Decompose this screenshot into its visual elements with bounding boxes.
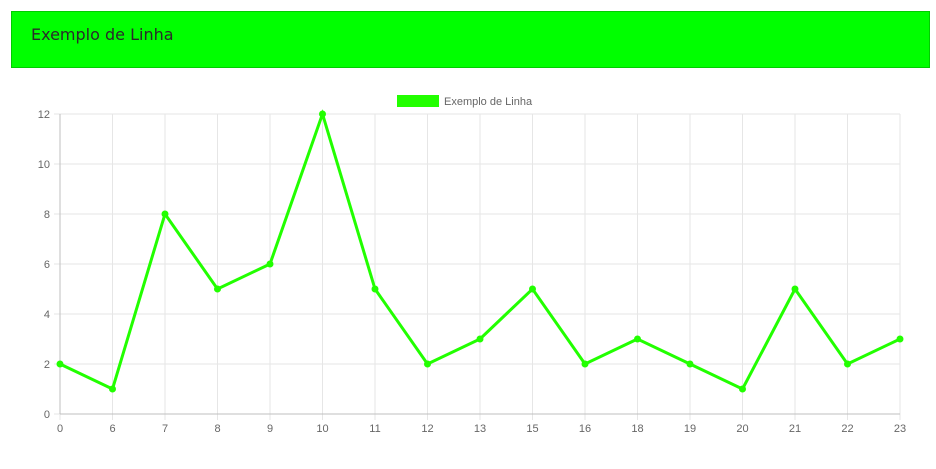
x-tick-label: 20 xyxy=(736,423,748,435)
y-tick-label: 2 xyxy=(44,359,50,371)
data-point[interactable] xyxy=(424,360,431,368)
x-tick-label: 0 xyxy=(57,423,63,435)
y-tick-label: 0 xyxy=(44,409,50,421)
legend[interactable]: Exemplo de Linha xyxy=(397,95,533,108)
x-tick-label: 18 xyxy=(631,423,643,435)
data-point[interactable] xyxy=(476,335,484,343)
data-point[interactable] xyxy=(634,335,641,343)
x-tick-label: 7 xyxy=(162,423,168,435)
data-point[interactable] xyxy=(844,360,851,368)
x-tick-label: 9 xyxy=(267,423,273,435)
x-tick-label: 16 xyxy=(579,423,591,435)
y-tick-label: 8 xyxy=(44,209,50,221)
x-tick-label: 11 xyxy=(369,423,380,435)
page-header: Exemplo de Linha xyxy=(11,11,930,68)
x-tick-label: 12 xyxy=(421,423,433,435)
data-point[interactable] xyxy=(791,285,799,293)
y-tick-label: 6 xyxy=(44,259,50,271)
x-tick-label: 8 xyxy=(214,423,220,435)
y-tick-label: 4 xyxy=(44,309,50,321)
legend-swatch[interactable] xyxy=(397,95,439,107)
data-point[interactable] xyxy=(161,210,169,218)
data-point[interactable] xyxy=(739,385,746,393)
x-tick-label: 21 xyxy=(789,423,801,435)
data-point[interactable] xyxy=(686,360,694,368)
data-point[interactable] xyxy=(214,285,221,293)
axes: 0 2 4 6 8 10 12 0 6 7 8 9 10 11 12 13 15 16 18 19 20 21 22 23 xyxy=(38,109,906,435)
y-tick-label: 12 xyxy=(38,109,50,121)
x-tick-label: 22 xyxy=(841,423,853,435)
x-tick-label: 19 xyxy=(684,423,696,435)
line-chart: 0 2 4 6 8 10 12 0 6 7 8 9 10 11 12 13 15 16 18 19 20 21 22 23 E… xyxy=(38,95,906,435)
data-point[interactable] xyxy=(371,285,379,293)
x-tick-label: 6 xyxy=(109,423,115,435)
data-point[interactable] xyxy=(56,360,64,368)
data-point[interactable] xyxy=(896,335,904,343)
x-tick-label: 15 xyxy=(526,423,538,435)
data-point[interactable] xyxy=(581,360,589,368)
series-layer xyxy=(56,109,904,393)
x-tick-label: 10 xyxy=(316,423,328,435)
y-tick-label: 10 xyxy=(38,159,50,171)
data-point[interactable] xyxy=(319,110,326,118)
x-tick-label: 23 xyxy=(894,423,906,435)
page-title: Exemplo de Linha xyxy=(31,25,174,44)
x-tick-label: 13 xyxy=(474,423,486,435)
data-point[interactable] xyxy=(266,260,274,268)
legend-label[interactable]: Exemplo de Linha xyxy=(444,96,533,108)
chart-container: 0 2 4 6 8 10 12 0 6 7 8 9 10 11 12 13 15 16 18 19 20 21 22 23 E… xyxy=(0,80,936,440)
data-point[interactable] xyxy=(529,285,536,293)
data-point[interactable] xyxy=(109,385,116,393)
grid-lines xyxy=(54,113,901,420)
